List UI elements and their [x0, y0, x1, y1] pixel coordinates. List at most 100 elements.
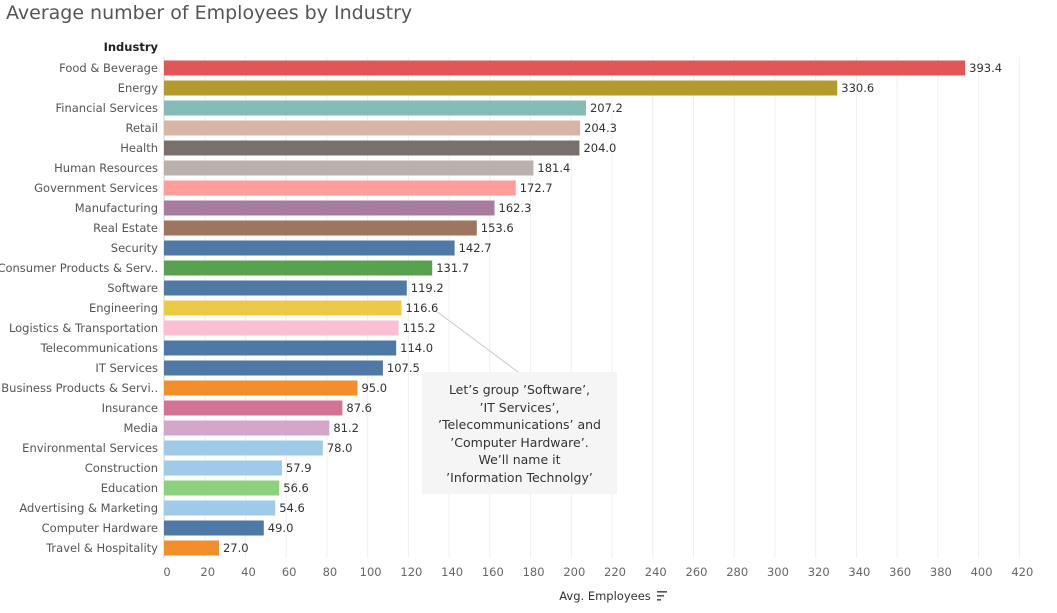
value-label: 49.0 — [268, 521, 294, 535]
category-label: Logistics & Transportation — [9, 321, 158, 335]
x-tick-label: 240 — [645, 565, 667, 579]
value-label: 107.5 — [387, 361, 420, 375]
x-tick-label: 40 — [241, 565, 256, 579]
value-label: 114.0 — [400, 341, 433, 355]
category-label: Telecommunications — [40, 341, 158, 355]
x-tick-label: 100 — [360, 565, 382, 579]
bar[interactable] — [164, 400, 343, 416]
category-label: Government Services — [34, 181, 158, 195]
value-label: 119.2 — [411, 281, 444, 295]
x-tick-label: 300 — [767, 565, 789, 579]
category-label: Security — [111, 241, 158, 255]
bar[interactable] — [164, 160, 534, 176]
bar[interactable] — [164, 100, 586, 116]
bar[interactable] — [164, 440, 323, 456]
bar[interactable] — [164, 460, 282, 476]
value-label: 131.7 — [436, 261, 469, 275]
bar[interactable] — [164, 360, 383, 376]
category-label: Food & Beverage — [59, 61, 158, 75]
bar[interactable] — [164, 280, 407, 296]
bar[interactable] — [164, 180, 516, 196]
value-label: 81.2 — [333, 421, 359, 435]
bar[interactable] — [164, 380, 358, 396]
x-tick-label: 140 — [441, 565, 463, 579]
bar[interactable] — [164, 420, 330, 436]
annotation-line: ’IT Services’, — [479, 399, 560, 415]
value-label: 27.0 — [223, 541, 249, 555]
bar[interactable] — [164, 60, 966, 76]
annotation-line: ’Information Technolgy’ — [446, 469, 593, 485]
x-tick-label: 340 — [848, 565, 870, 579]
value-label: 172.7 — [520, 181, 553, 195]
bar[interactable] — [164, 140, 580, 156]
bar[interactable] — [164, 520, 264, 536]
category-label: Advertising & Marketing — [19, 501, 158, 515]
row-header: Industry — [104, 40, 159, 54]
bar[interactable] — [164, 200, 495, 216]
category-label: Real Estate — [93, 221, 158, 235]
value-label: 162.3 — [499, 201, 532, 215]
value-label: 95.0 — [361, 381, 387, 395]
value-label: 57.9 — [286, 461, 312, 475]
bar[interactable] — [164, 480, 280, 496]
value-label: 153.6 — [481, 221, 514, 235]
x-tick-label: 400 — [971, 565, 993, 579]
bar[interactable] — [164, 320, 399, 336]
category-label: IT Services — [95, 361, 158, 375]
x-axis-title: Avg. Employees — [559, 589, 651, 603]
x-tick-label: 160 — [482, 565, 504, 579]
bar[interactable] — [164, 260, 433, 276]
bar[interactable] — [164, 500, 276, 516]
x-tick-label: 320 — [808, 565, 830, 579]
value-label: 142.7 — [459, 241, 492, 255]
x-tick-label: 180 — [523, 565, 545, 579]
category-label: Financial Services — [55, 101, 158, 115]
x-tick-label: 60 — [282, 565, 297, 579]
x-tick-label: 380 — [930, 565, 952, 579]
value-label: 393.4 — [969, 61, 1002, 75]
labels: 0 20 40 60 80 100 120 140 160 180 200 220 240 260 280 3… — [0, 61, 1033, 579]
bar[interactable] — [164, 80, 838, 96]
category-label: Environmental Services — [22, 441, 158, 455]
x-tick-label: 260 — [686, 565, 708, 579]
bar[interactable] — [164, 340, 397, 356]
bar[interactable] — [164, 300, 402, 316]
bar[interactable] — [164, 540, 219, 556]
x-tick-label: 220 — [604, 565, 626, 579]
value-label: 204.0 — [583, 141, 616, 155]
value-label: 78.0 — [327, 441, 353, 455]
annotation-line: ’Computer Hardware’. — [450, 434, 589, 450]
value-label: 115.2 — [403, 321, 436, 335]
x-tick-label: 120 — [400, 565, 422, 579]
category-label: Software — [107, 281, 158, 295]
bar[interactable] — [164, 120, 581, 136]
value-label: 204.3 — [584, 121, 617, 135]
category-label: Energy — [118, 81, 158, 95]
bars — [164, 60, 966, 556]
category-label: Construction — [85, 461, 158, 475]
value-label: 56.6 — [283, 481, 309, 495]
x-tick-label: 0 — [163, 565, 170, 579]
value-label: 87.6 — [346, 401, 372, 415]
category-label: Business Products & Servi.. — [1, 381, 158, 395]
x-tick-label: 420 — [1011, 565, 1033, 579]
category-label: Human Resources — [54, 161, 158, 175]
category-label: Engineering — [89, 301, 158, 315]
sort-icon[interactable] — [657, 591, 667, 601]
annotation-box: Let’s group ’Software’, ’IT Services’, ’Te… — [422, 372, 617, 494]
annotation-line: We’ll name it — [478, 452, 561, 467]
bar[interactable] — [164, 220, 477, 236]
x-tick-label: 80 — [323, 565, 338, 579]
category-label: Manufacturing — [75, 201, 158, 215]
category-label: Consumer Products & Serv.. — [0, 261, 158, 275]
chart-title: Average number of Employees by Industry — [6, 2, 413, 24]
category-label: Travel & Hospitality — [45, 541, 158, 555]
category-label: Education — [101, 481, 158, 495]
bar[interactable] — [164, 240, 455, 256]
value-label: 330.6 — [841, 81, 874, 95]
value-label: 181.4 — [537, 161, 570, 175]
category-label: Computer Hardware — [42, 521, 158, 535]
x-tick-label: 20 — [200, 565, 215, 579]
annotation-line: ’Telecommunications’ and — [438, 417, 601, 432]
